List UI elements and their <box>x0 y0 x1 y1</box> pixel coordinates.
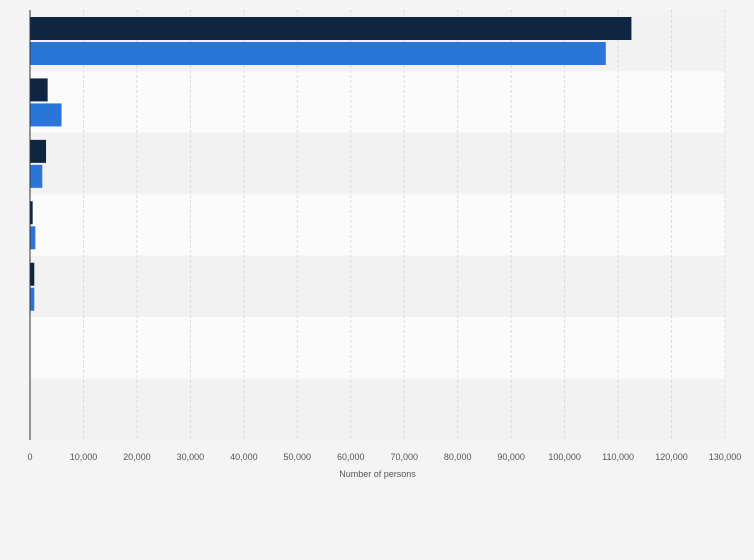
bar-series-2 <box>30 287 35 311</box>
x-tick-label: 50,000 <box>284 452 312 462</box>
category-bands <box>30 10 725 440</box>
x-tick-label: 100,000 <box>548 452 581 462</box>
bar-series-2 <box>30 164 43 188</box>
bar-series-2 <box>30 103 62 127</box>
x-axis-tick-labels: 0 10,000 20,000 30,000 40,000 50,000 60,000 70,… <box>27 452 741 462</box>
bar-series-1 <box>30 78 48 102</box>
category-band <box>30 255 725 318</box>
x-tick-label: 20,000 <box>123 452 151 462</box>
bar-series-2 <box>30 42 606 65</box>
x-tick-label: 80,000 <box>444 452 472 462</box>
bar-series-1 <box>30 17 632 40</box>
x-tick-label: 30,000 <box>177 452 205 462</box>
category-band <box>30 194 725 256</box>
bars <box>30 17 632 311</box>
x-tick-label: 130,000 <box>709 452 742 462</box>
x-axis-title: Number of persons <box>339 469 416 479</box>
x-tick-label: 120,000 <box>655 452 688 462</box>
category-band <box>30 71 725 133</box>
bar-series-1 <box>30 262 35 286</box>
category-band <box>30 378 725 440</box>
x-tick-label: 10,000 <box>70 452 98 462</box>
x-tick-label: 40,000 <box>230 452 258 462</box>
x-tick-label: 90,000 <box>497 452 525 462</box>
bar-series-2 <box>30 226 36 250</box>
bar-series-1 <box>30 201 33 225</box>
x-tick-label: 60,000 <box>337 452 365 462</box>
category-band <box>30 317 725 379</box>
category-band <box>30 132 725 195</box>
x-tick-label: 110,000 <box>602 452 634 462</box>
x-tick-label: 70,000 <box>390 452 418 462</box>
x-tick-label: 0 <box>27 452 32 462</box>
bar-series-1 <box>30 139 47 163</box>
gridlines <box>82 10 726 440</box>
